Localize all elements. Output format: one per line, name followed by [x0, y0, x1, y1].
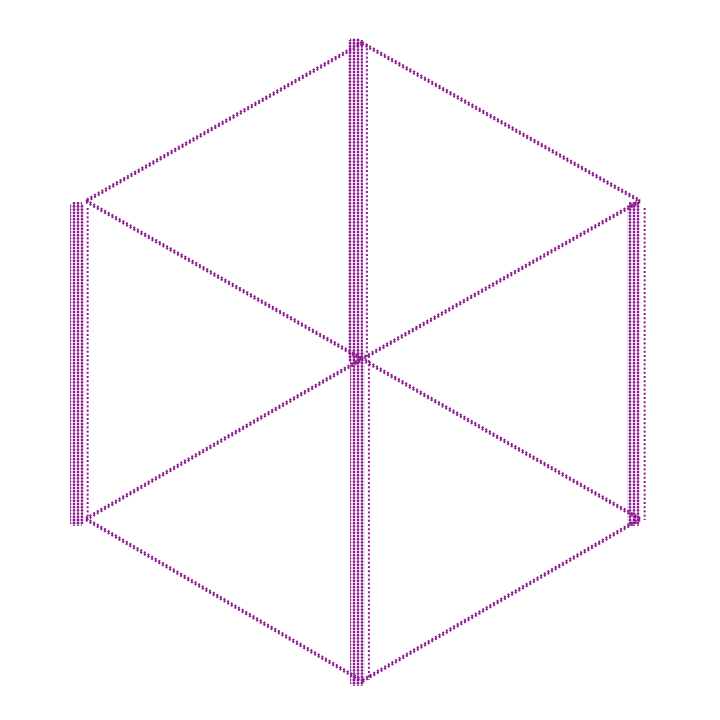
column-left [70, 202, 89, 526]
edge-upper-left [85, 41, 363, 203]
vertical-columns [70, 38, 646, 686]
spoke-upper-left [85, 199, 363, 361]
column-center-upper [348, 38, 368, 364]
column-center-lower [350, 350, 370, 686]
column-right [627, 202, 646, 526]
edge-lower-right [361, 517, 641, 683]
hexagon-edges [85, 41, 641, 683]
spoke-lower-right [361, 357, 641, 521]
spoke-lower-left [85, 357, 363, 521]
spoke-upper-right [361, 199, 641, 361]
edge-upper-right [361, 41, 641, 203]
edge-lower-left [85, 517, 363, 683]
